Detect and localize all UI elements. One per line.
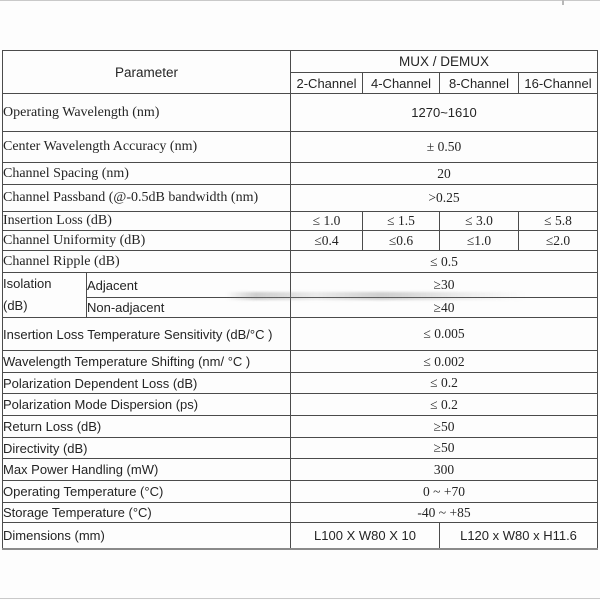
isolation-adjacent-value: ≥30 [289,272,599,298]
table-row: Wavelength Temperature Shifting (nm/ °C … [2,350,599,373]
row-channel-spacing-value: 20 [289,162,599,185]
column-header-16ch: 16-Channel [517,72,599,94]
row-pdl-value: ≤ 0.2 [289,372,599,394]
table-row: Dimensions (mm) L100 X W80 X 10 L120 x W… [2,522,599,550]
table-row: Return Loss (dB) ≥50 [2,415,599,438]
row-channel-ripple-value: ≤ 0.5 [289,250,599,273]
row-pdl-label: Polarization Dependent Loss (dB) [2,372,291,394]
row-operating-wavelength-label: Operating Wavelength (nm) [2,93,291,132]
table-row: Channel Passband (@-0.5dB bandwidth (nm)… [2,184,599,212]
scan-artifact-tick [562,0,564,5]
row-pmd-value: ≤ 0.2 [289,393,599,416]
mux-demux-spec-table: Parameter MUX / DEMUX 2-Channel 4-Channe… [2,50,599,550]
row-return-loss-value: ≥50 [289,415,599,438]
row-wavelength-temp-shifting-label: Wavelength Temperature Shifting (nm/ °C … [2,350,291,373]
row-return-loss-label: Return Loss (dB) [2,415,291,438]
row-dimensions-label: Dimensions (mm) [2,522,291,550]
insertion-loss-2ch: ≤ 1.0 [290,211,363,231]
insertion-loss-16ch: ≤ 5.8 [517,211,599,231]
table-row: Insertion Loss Temperature Sensitivity (… [2,317,599,351]
isolation-label-line2: (dB) [3,298,28,313]
table-row: Operating Temperature (°C) 0 ~ +70 [2,480,599,503]
group-header: MUX / DEMUX [289,50,599,73]
table-row: Isolation (dB) Adjacent ≥30 [2,272,599,318]
table-row: Operating Wavelength (nm) 1270~1610 [2,93,599,132]
row-insertion-loss-label: Insertion Loss (dB) [2,211,291,231]
page-bottom-edge [0,598,600,599]
table-row: Polarization Mode Dispersion (ps) ≤ 0.2 [2,393,599,416]
row-center-wavelength-accuracy-value: ± 0.50 [289,131,599,163]
channel-uniformity-8ch: ≤1.0 [439,230,519,251]
row-storage-temp-value: -40 ~ +85 [289,502,599,523]
isolation-label-line1: Isolation [3,276,52,291]
isolation-non-adjacent-value: ≥40 [289,297,599,318]
row-directivity-value: ≥50 [289,437,599,459]
isolation-non-adjacent-label: Non-adjacent [86,297,291,318]
row-channel-ripple-label: Channel Ripple (dB) [2,250,291,273]
table-row: Center Wavelength Accuracy (nm) ± 0.50 [2,131,599,163]
insertion-loss-4ch: ≤ 1.5 [362,211,440,231]
column-header-2ch: 2-Channel [290,72,363,94]
table-row: Storage Temperature (°C) -40 ~ +85 [2,502,599,523]
row-channel-passband-value: >0.25 [289,184,599,212]
row-channel-spacing-label: Channel Spacing (nm) [2,162,291,185]
page-top-edge [0,0,600,1]
table-row: Insertion Loss (dB) ≤ 1.0 ≤ 1.5 ≤ 3.0 ≤ … [2,211,599,231]
channel-uniformity-16ch: ≤2.0 [517,230,599,251]
row-storage-temp-label: Storage Temperature (°C) [2,502,291,523]
row-wavelength-temp-shifting-value: ≤ 0.002 [289,350,599,373]
table-row: Channel Spacing (nm) 20 [2,162,599,185]
group-header-row: Parameter MUX / DEMUX [2,50,599,94]
row-il-temp-sensitivity-label: Insertion Loss Temperature Sensitivity (… [2,317,291,351]
row-operating-temp-label: Operating Temperature (°C) [2,480,291,503]
row-isolation-label: Isolation (dB) [2,272,87,318]
row-pmd-label: Polarization Mode Dispersion (ps) [2,393,291,416]
table-row: Channel Uniformity (dB) ≤0.4 ≤0.6 ≤1.0 ≤… [2,230,599,251]
insertion-loss-8ch: ≤ 3.0 [439,211,519,231]
channel-uniformity-2ch: ≤0.4 [290,230,363,251]
table-row: Directivity (dB) ≥50 [2,437,599,459]
dimensions-8-16ch-value: L120 x W80 x H11.6 [438,522,599,550]
table-row: Channel Ripple (dB) ≤ 0.5 [2,250,599,273]
row-channel-uniformity-label: Channel Uniformity (dB) [2,230,291,251]
row-il-temp-sensitivity-value: ≤ 0.005 [289,317,599,351]
row-max-power-value: 300 [289,458,599,481]
parameter-column-header: Parameter [2,50,291,94]
isolation-adjacent-label: Adjacent [86,272,291,298]
row-channel-passband-label: Channel Passband (@-0.5dB bandwidth (nm) [2,184,291,212]
table-row: Max Power Handling (mW) 300 [2,458,599,481]
dimensions-2-4ch-value: L100 X W80 X 10 [290,522,440,550]
row-directivity-label: Directivity (dB) [2,437,291,459]
row-max-power-label: Max Power Handling (mW) [2,458,291,481]
row-center-wavelength-accuracy-label: Center Wavelength Accuracy (nm) [2,131,291,163]
table-row: Polarization Dependent Loss (dB) ≤ 0.2 [2,372,599,394]
table-row: Non-adjacent ≥40 [3,297,599,318]
column-header-8ch: 8-Channel [439,72,519,94]
channel-uniformity-4ch: ≤0.6 [362,230,440,251]
row-operating-wavelength-value: 1270~1610 [289,93,599,132]
column-header-4ch: 4-Channel [362,72,440,94]
row-operating-temp-value: 0 ~ +70 [289,480,599,503]
